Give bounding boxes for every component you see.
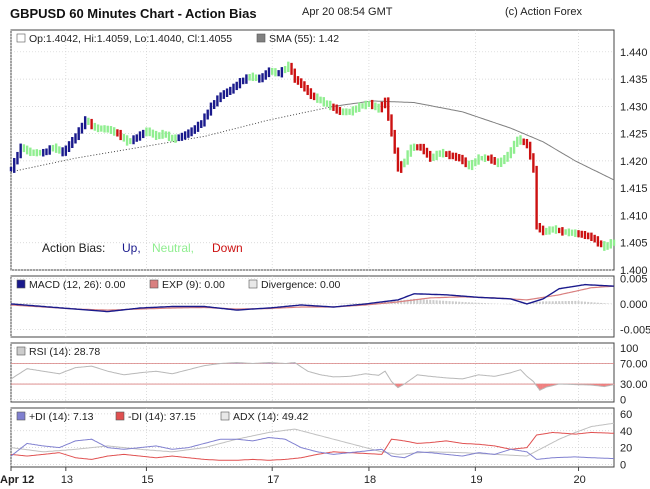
rsi-legend-swatch — [16, 346, 26, 356]
dmi-legend-adx: ADX (14): 49.42 — [233, 411, 308, 423]
macd-line — [10, 283, 615, 313]
dmi-frame — [10, 407, 615, 468]
macd-legend-exp: EXP (9): 0.00 — [162, 279, 225, 291]
x-tick-label: Apr 12 — [0, 474, 34, 486]
price-tick-label: 1.435 — [620, 74, 648, 86]
adx-line — [10, 422, 615, 457]
macd-legend-divergence-swatch — [248, 279, 258, 289]
price-tick-label: 1.425 — [620, 129, 648, 141]
x-tick-label: 15 — [141, 474, 153, 486]
sma-swatch — [256, 33, 266, 43]
ohlc-readout: Op:1.4042, Hi:1.4059, Lo:1.4040, Cl:1.40… — [29, 33, 232, 45]
dmi-legend-adx-swatch — [220, 411, 230, 421]
copyright: (c) Action Forex — [505, 6, 583, 18]
timestamp: Apr 20 08:54 GMT — [302, 6, 393, 18]
dmi-legend-plus-di: +DI (14): 7.13 — [29, 411, 94, 423]
price-tick-label: 1.410 — [620, 210, 648, 222]
macd-tick-label: 0.005 — [620, 274, 648, 286]
macd-tick-label: -0.005 — [620, 324, 650, 336]
x-tick-label: 13 — [61, 474, 73, 486]
rsi-legend: RSI (14): 28.78 — [29, 346, 100, 358]
dmi-tick-label: 20 — [620, 443, 632, 455]
x-tick-label: 18 — [364, 474, 376, 486]
sma-line-dotted — [10, 105, 334, 173]
price-frame — [10, 29, 615, 271]
rsi-tick-label: 0 — [620, 394, 626, 406]
price-tick-label: 1.430 — [620, 101, 648, 113]
x-tick-label: 17 — [267, 474, 279, 486]
macd-legend-macd: MACD (12, 26): 0.00 — [29, 279, 125, 291]
dmi-tick-label: 0 — [620, 459, 626, 471]
rsi-tick-label: 100 — [620, 343, 638, 355]
dmi-legend-minus-di: -DI (14): 37.15 — [128, 411, 196, 423]
price-tick-label: 1.420 — [620, 156, 648, 168]
bias-legend-label: Action Bias: — [42, 241, 105, 255]
price-tick-label: 1.405 — [620, 238, 648, 250]
rsi-line — [10, 361, 615, 391]
dmi-legend-plus-di-swatch — [16, 411, 26, 421]
ohlc-swatch — [16, 33, 26, 43]
x-tick-label: 20 — [574, 474, 586, 486]
sma-line — [333, 100, 615, 181]
macd-legend-macd-swatch — [16, 279, 26, 289]
rsi-tick-label: 70.00 — [620, 359, 648, 371]
minus-di-line — [10, 431, 615, 461]
chart-title: GBPUSD 60 Minutes Chart - Action Bias — [10, 6, 257, 21]
dmi-tick-label: 60 — [620, 409, 632, 421]
price-tick-label: 1.440 — [620, 47, 648, 59]
macd-tick-label: 0.000 — [620, 299, 648, 311]
macd-legend-divergence: Divergence: 0.00 — [261, 279, 341, 291]
bias-legend-up: Up, — [122, 241, 141, 255]
dmi-legend-minus-di-swatch — [115, 411, 125, 421]
dmi-tick-label: 40 — [620, 426, 632, 438]
price-tick-label: 1.415 — [620, 183, 648, 195]
x-tick-label: 19 — [470, 474, 482, 486]
rsi-tick-label: 30.00 — [620, 379, 648, 391]
sma-readout: SMA (55): 1.42 — [269, 33, 339, 45]
bias-legend-neutral: Neutral, — [152, 241, 194, 255]
macd-legend-exp-swatch — [149, 279, 159, 289]
price-tick-label: 1.400 — [620, 265, 648, 277]
bias-legend-down: Down — [212, 241, 243, 255]
plus-di-line — [10, 436, 615, 460]
